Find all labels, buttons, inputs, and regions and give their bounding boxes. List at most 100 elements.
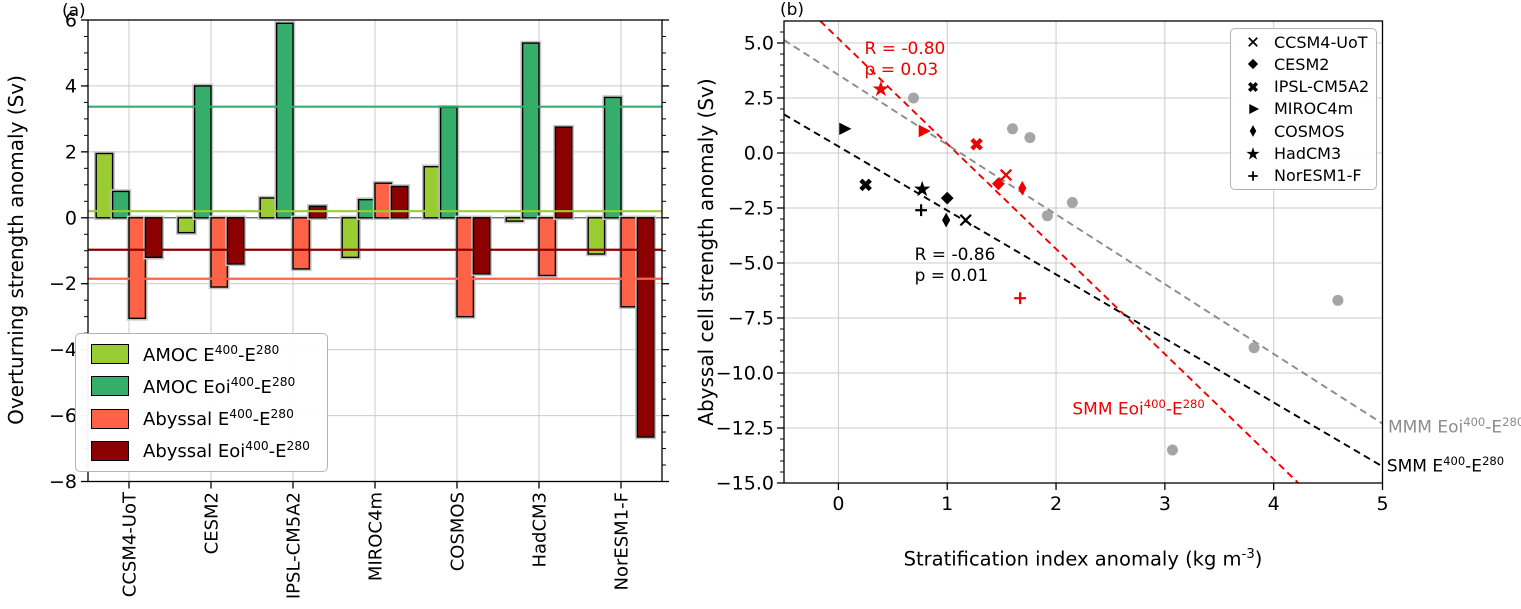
marker-shape: [1041, 210, 1053, 222]
legend-b-marker-icon: [1249, 104, 1260, 114]
legend-b-item: CCSM4-UoT: [1241, 33, 1376, 52]
marker-shape: [918, 124, 931, 138]
bar: [620, 217, 639, 308]
bar: [521, 42, 540, 219]
legend-b-label: CCSM4-UoT: [1274, 32, 1368, 52]
legend-b-item: HadCM3: [1241, 144, 1376, 163]
scatter-point-eoi400: [991, 177, 1005, 191]
legend-b-label: MIROC4m: [1274, 99, 1354, 119]
x-tick-label: 4: [1268, 493, 1280, 515]
legend-b-label: COSMOS: [1274, 121, 1345, 141]
legend-b-label: NorESM1-F: [1274, 166, 1362, 186]
scatter-point-e400: [942, 212, 951, 228]
marker-shape: [1018, 180, 1027, 196]
bar: [456, 217, 475, 318]
bar: [341, 217, 360, 259]
annotation-red-r: R = -0.80: [864, 38, 946, 59]
marker-shape: [839, 122, 852, 135]
bar: [505, 217, 524, 222]
panel-b-y-axis-label: Abyssal cell strength anomaly (Sv): [694, 78, 718, 426]
marker-shape: [1247, 59, 1259, 70]
y-tick-label: −2.5: [728, 198, 774, 220]
legend-a-item: AMOC E400-E280: [91, 343, 327, 366]
legend-a-swatch: [91, 376, 129, 397]
marker-stroke: [959, 214, 972, 227]
annotation-black-r: R = -0.86: [914, 245, 996, 266]
panel-a-plot: 6 4 2 0 −2 −4 −6 −8 CCSM4-UoT CESM2 IPSL-CM5A2 MIRO…: [49, 10, 669, 599]
x-category-label: NorESM1-F: [612, 492, 633, 591]
legend-marker-x: [1248, 37, 1258, 48]
legend-b-item: NorESM1-F: [1241, 166, 1376, 185]
x-category-label: MIROC4m: [366, 492, 387, 581]
marker-shape: [907, 92, 919, 104]
marker-shape: [872, 80, 890, 97]
y-tick-label: 0.0: [744, 143, 774, 165]
annotation-red-p: p = 0.03: [864, 59, 939, 80]
legend-b-marker-icon: [1246, 146, 1260, 160]
y-tick-label: 5.0: [744, 33, 774, 55]
x-category-label: HadCM3: [530, 492, 551, 568]
legend-a-label: Abyssal E400-E280: [143, 407, 294, 431]
legend-marker-*: [1246, 146, 1260, 160]
marker-shape: [1332, 294, 1344, 306]
legend-b-marker-icon: [1248, 171, 1258, 181]
panel-b-legend: CCSM4-UoT CESM2 IPSL-CM5A2 MIROC4m COSMOS Had…: [1230, 28, 1377, 190]
legend-a-label: AMOC Eoi400-E280: [143, 374, 296, 398]
x-tick-label: 2: [1050, 493, 1062, 515]
panel-b-tag: (b): [780, 0, 805, 20]
x-tick-label: 3: [1159, 493, 1171, 515]
marker-shape: [940, 191, 954, 205]
bar: [95, 152, 114, 219]
panel-a-legend: AMOC E400-E280 AMOC Eoi400-E280 Abyssal E4…: [75, 333, 328, 472]
bar: [226, 217, 245, 265]
marker-shape: [1248, 342, 1260, 354]
annotation-black-p: p = 0.01: [914, 266, 989, 287]
x-tick-label: 1: [941, 493, 953, 515]
y-tick-label: −5.0: [728, 253, 774, 275]
x-category-label: IPSL-CM5A2: [284, 492, 305, 599]
bar: [603, 96, 622, 219]
x-category-label: CESM2: [202, 492, 223, 554]
legend-b-item: MIROC4m: [1241, 99, 1376, 118]
fit-line: [783, 39, 1384, 425]
x-tick-label: 0: [832, 493, 844, 515]
legend-b-marker-icon: [1249, 125, 1257, 138]
bar: [538, 217, 557, 277]
legend-b-marker-icon: [1248, 37, 1258, 48]
x-category-label: CCSM4-UoT: [120, 491, 141, 597]
legend-a-swatch: [91, 408, 129, 429]
annotation-red-correlation: R = -0.80 p = 0.03: [865, 39, 946, 81]
gray-scatter-point: [1041, 210, 1053, 222]
scatter-point-e400: [940, 191, 954, 205]
legend-b-marker-icon: [1247, 59, 1259, 70]
scatter-point-eoi400: [918, 124, 931, 138]
scatter-point-eoi400: [999, 168, 1013, 182]
legend-marker-d: [1249, 125, 1257, 138]
bar: [636, 217, 655, 438]
panel-b-plot: 5.0 2.5 0.0 −2.5 −5.0 −7.5 −10.0 −12.5 −15.0 0 1 2 3…: [716, 20, 1389, 515]
marker-shape: [1166, 444, 1178, 456]
marker-stroke: [970, 137, 983, 151]
x-tick-label: 5: [1376, 493, 1388, 515]
legend-a-label: AMOC E400-E280: [143, 342, 280, 366]
gray-scatter-point: [1007, 123, 1019, 135]
panel-a-y-axis-label: Overturning strength anomaly (Sv): [4, 75, 28, 425]
y-tick-label: 0: [65, 207, 77, 229]
bar: [177, 217, 196, 234]
legend-marker-D: [1247, 59, 1259, 70]
marker-shape: [1246, 146, 1260, 160]
scatter-point-eoi400: [872, 80, 890, 97]
scatter-point-e400: [914, 180, 931, 197]
marker-stroke: [999, 168, 1013, 182]
y-tick-label: −7.5: [728, 308, 774, 330]
y-tick-label: 2.5: [744, 88, 774, 110]
legend-marker-+: [1248, 171, 1258, 181]
legend-b-marker-icon: [1247, 81, 1259, 92]
scatter-point-e400: [915, 204, 928, 217]
marker-shape: [1024, 132, 1036, 144]
legend-a-swatch: [91, 344, 129, 365]
bar: [144, 217, 163, 259]
gray-scatter-point: [1332, 294, 1344, 306]
legend-b-item: COSMOS: [1241, 122, 1376, 141]
